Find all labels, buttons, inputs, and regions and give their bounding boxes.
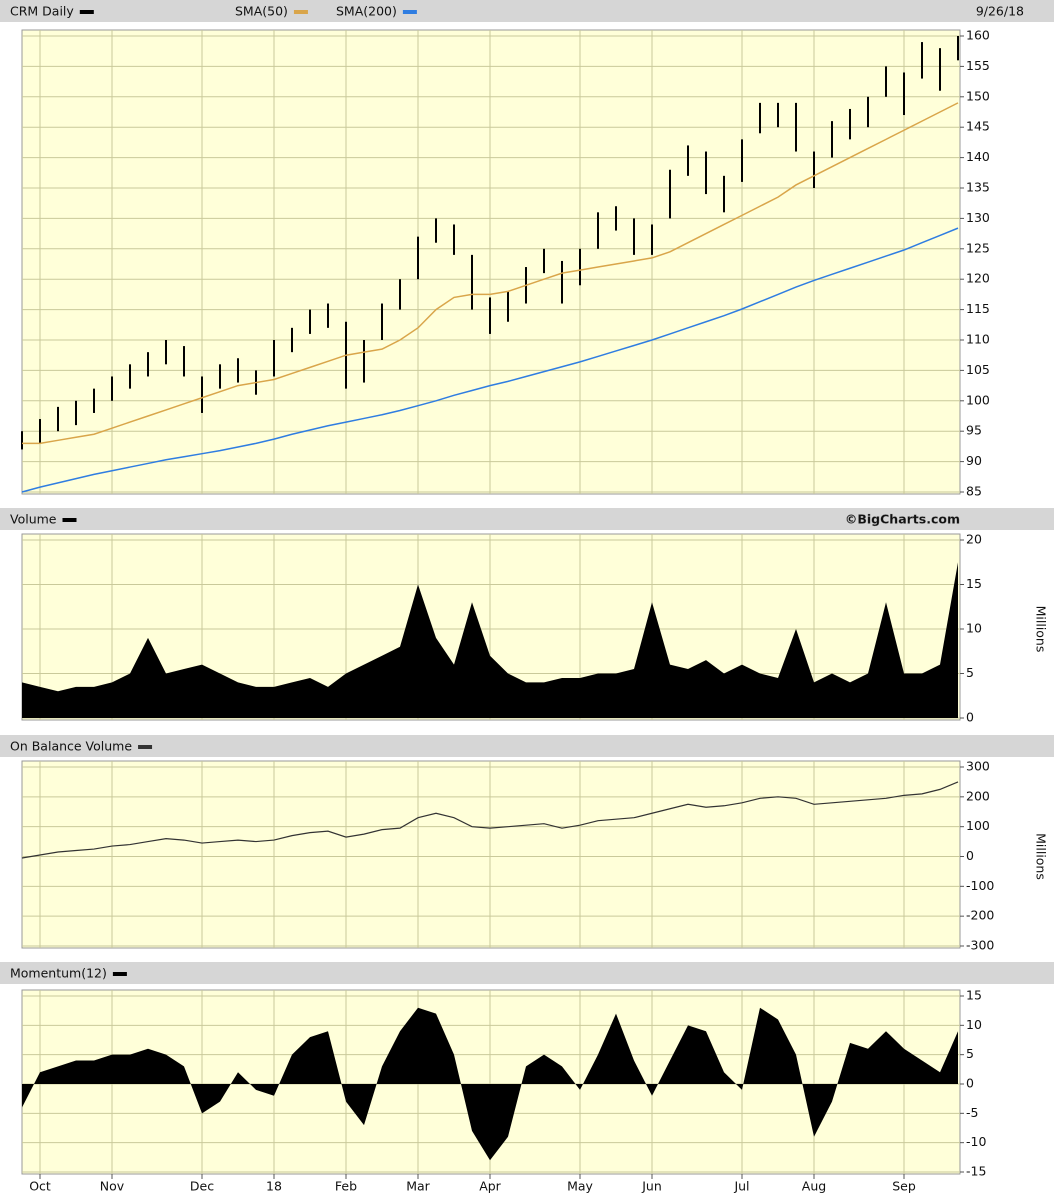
area [22, 1007, 958, 1161]
x-tick-label: Jul [733, 1179, 749, 1194]
y-tick-label: 115 [966, 301, 990, 316]
x-tick-label: Aug [802, 1179, 826, 1194]
plot-area [21, 29, 961, 495]
date: 9/26/18 [976, 4, 1024, 19]
y-tick-label: 0 [966, 1076, 974, 1091]
y-tick-label: 5 [966, 1046, 974, 1061]
legend-swatch [138, 745, 153, 749]
y-tick-label: 20 [966, 532, 982, 547]
y-tick-label: 105 [966, 362, 990, 377]
y-tick-label: 110 [966, 332, 990, 347]
x-tick-label: Feb [335, 1179, 357, 1194]
y-tick-label: 85 [966, 484, 982, 499]
x-tick-label: Mar [406, 1179, 430, 1194]
legend-swatch [62, 518, 77, 522]
plot-area [21, 760, 961, 949]
y-tick-label: -5 [966, 1105, 978, 1120]
y-tick-label: 100 [966, 818, 990, 833]
y-tick-label: 155 [966, 58, 990, 73]
sma-line [21, 227, 959, 493]
panel-header [0, 0, 1054, 22]
x-tick-label: Jun [641, 1179, 662, 1194]
y-tick-label: 100 [966, 392, 990, 407]
y-tick-label: -10 [966, 1134, 986, 1149]
panel-title: Momentum(12) [10, 966, 107, 981]
y-tick-label: 145 [966, 119, 990, 134]
x-tick-label: Sep [892, 1179, 916, 1194]
y-tick-label: 150 [966, 88, 990, 103]
area [22, 562, 958, 718]
y-tick-label: 0 [966, 710, 974, 725]
y-tick-label: 15 [966, 988, 982, 1003]
y-tick-label: 160 [966, 28, 990, 43]
y-tick-label: 130 [966, 210, 990, 225]
y-tick-label: 140 [966, 149, 990, 164]
legend-label: SMA(200) [336, 4, 397, 19]
y-tick-label: 120 [966, 271, 990, 286]
legend-swatch [293, 10, 308, 14]
y-tick-label: 10 [966, 1017, 982, 1032]
panel-header [0, 508, 1054, 530]
y-tick-label: 125 [966, 240, 990, 255]
x-tick-label: May [567, 1179, 593, 1194]
y-tick-label: -200 [966, 908, 994, 923]
y-tick-label: 10 [966, 621, 982, 636]
legend-swatch [112, 972, 127, 976]
x-tick-label: Oct [29, 1179, 51, 1194]
panel-header [0, 962, 1054, 984]
y-tick-label: 0 [966, 848, 974, 863]
x-tick-label: Apr [479, 1179, 501, 1194]
legend-label: SMA(50) [235, 4, 288, 19]
y-tick-label: 200 [966, 788, 990, 803]
line [21, 781, 959, 859]
sma-line [22, 102, 959, 445]
legend-label: CRM Daily [10, 4, 74, 19]
legend-swatch [402, 10, 417, 14]
y-tick-label: 90 [966, 453, 982, 468]
x-tick-label: Nov [100, 1179, 125, 1194]
x-tick-label: 18 [266, 1179, 282, 1194]
y-tick-label: -300 [966, 938, 994, 953]
legend-swatch [79, 10, 94, 14]
x-tick-label: Dec [190, 1179, 214, 1194]
panel-header [0, 735, 1054, 757]
y-tick-label: 135 [966, 180, 990, 195]
y-tick-label: 300 [966, 759, 990, 774]
y-tick-label: 15 [966, 576, 982, 591]
source: ©BigCharts.com [845, 512, 960, 527]
y-axis-label: Millions [1034, 833, 1049, 880]
y-tick-label: 5 [966, 665, 974, 680]
panel-title: On Balance Volume [10, 739, 132, 754]
panel-title: Volume [10, 512, 57, 527]
y-tick-label: -15 [966, 1164, 986, 1179]
y-tick-label: 95 [966, 423, 982, 438]
y-axis-label: Millions [1034, 606, 1049, 653]
y-tick-label: -100 [966, 878, 994, 893]
